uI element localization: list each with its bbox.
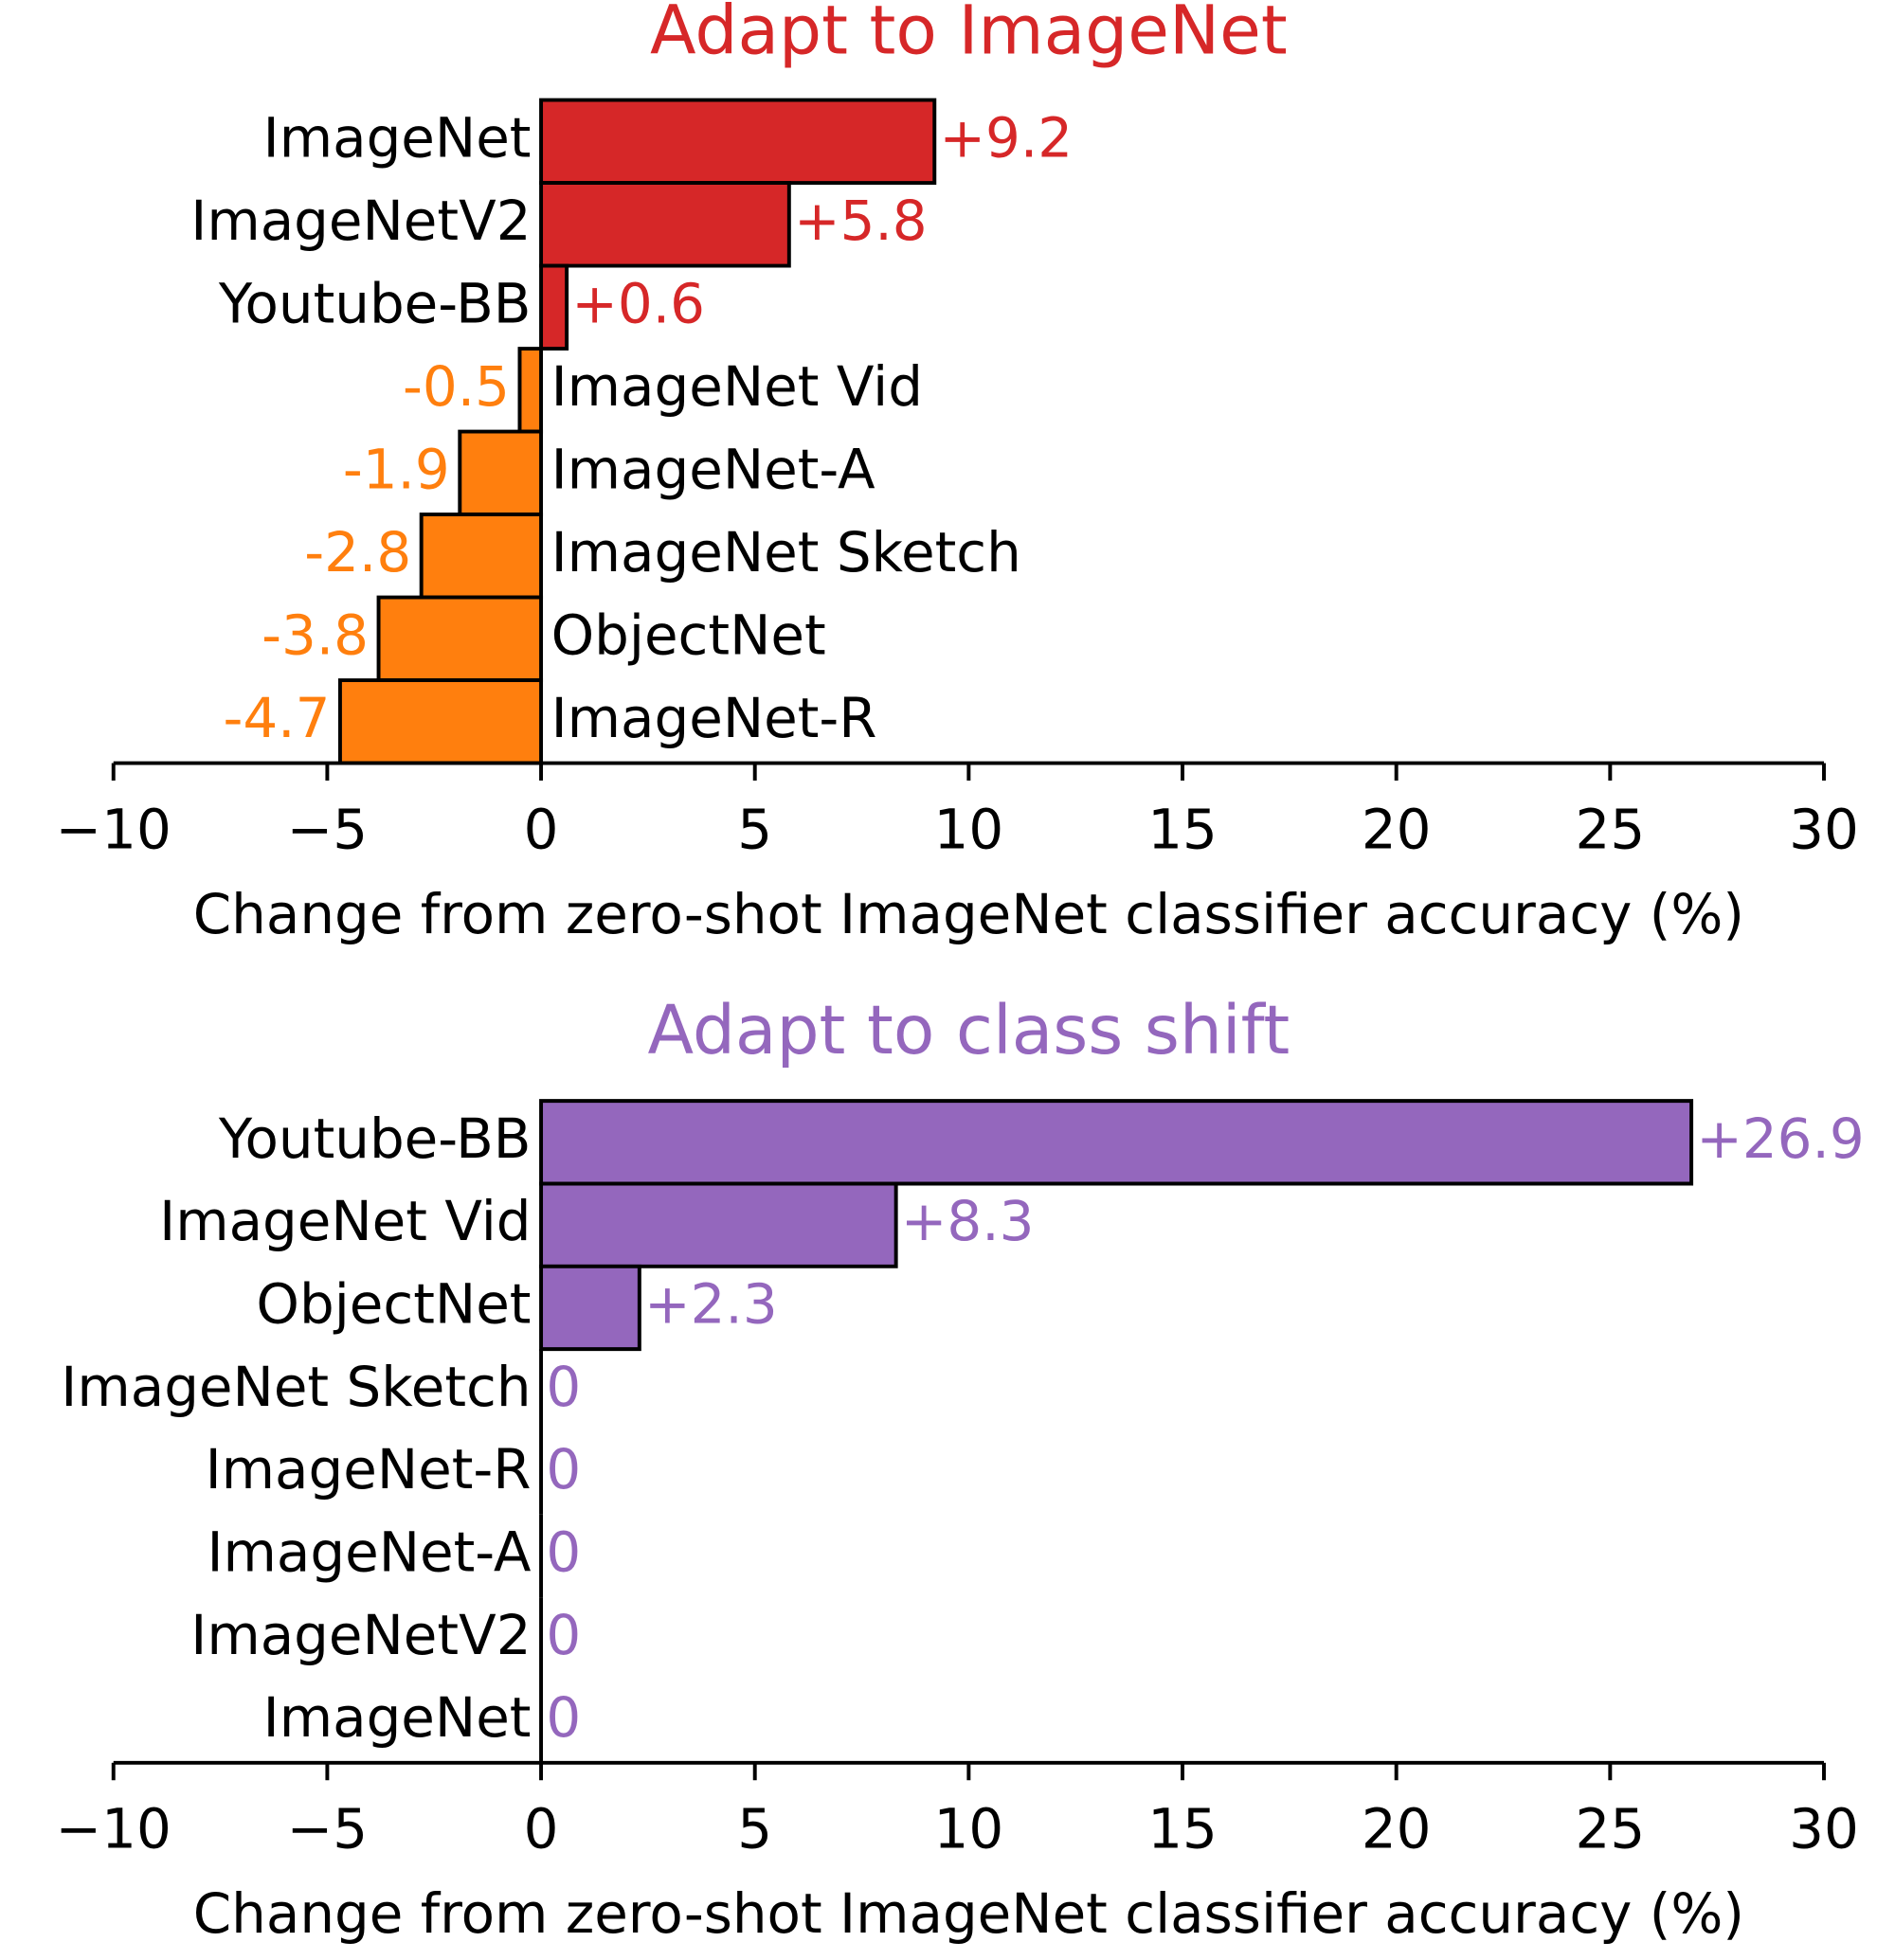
category-label: ImageNet-A (207, 1520, 531, 1585)
value-label: +9.2 (940, 105, 1074, 170)
x-axis-label: Change from zero-shot ImageNet classifie… (193, 1881, 1744, 1946)
category-label: ImageNet (263, 1685, 532, 1750)
x-axis-label: Change from zero-shot ImageNet classifie… (193, 882, 1744, 946)
x-tick-label: 5 (737, 797, 772, 861)
bar (539, 1099, 1694, 1186)
x-tick-label: 30 (1789, 797, 1859, 861)
value-label: 0 (546, 1437, 581, 1501)
x-tick-label: 10 (934, 1797, 1004, 1861)
x-tick-label: 5 (737, 1797, 772, 1861)
value-label: -4.7 (223, 686, 330, 750)
value-label: +0.6 (571, 271, 705, 335)
category-label: Youtube-BB (218, 271, 532, 335)
x-tick-label: 30 (1789, 1797, 1859, 1861)
category-label: ObjectNet (551, 602, 826, 667)
bar (419, 512, 544, 600)
value-label: -2.8 (304, 520, 411, 584)
x-tick-label: 15 (1147, 1797, 1218, 1861)
category-label: ImageNet Sketch (551, 520, 1021, 584)
x-tick-label: 20 (1362, 797, 1432, 861)
value-label: +8.3 (901, 1189, 1035, 1253)
bar (458, 429, 544, 517)
category-label: ImageNet (263, 105, 532, 170)
value-label: -1.9 (343, 437, 450, 501)
x-tick-label: −10 (56, 1797, 171, 1861)
x-tick-label: 25 (1576, 1797, 1646, 1861)
value-label: +5.8 (794, 189, 928, 253)
value-label: -3.8 (262, 602, 369, 667)
x-tick-label: 15 (1147, 797, 1218, 861)
x-tick-label: 25 (1576, 797, 1646, 861)
category-label: ImageNetV2 (190, 189, 531, 253)
x-tick-label: −5 (287, 797, 368, 861)
category-label: Youtube-BB (218, 1106, 532, 1171)
bar (539, 1264, 641, 1352)
value-label: 0 (546, 1685, 581, 1750)
chart-title: Adapt to class shift (647, 991, 1290, 1070)
value-label: 0 (546, 1520, 581, 1585)
bar (539, 263, 569, 351)
bar (539, 181, 791, 268)
category-label: ImageNet-R (551, 686, 877, 750)
category-label: ImageNet Sketch (61, 1355, 531, 1419)
value-label: 0 (546, 1355, 581, 1419)
value-label: +26.9 (1696, 1106, 1864, 1171)
category-label: ImageNet-A (551, 437, 875, 501)
x-tick-label: 0 (524, 797, 559, 861)
value-label: +2.3 (644, 1272, 778, 1337)
bar (337, 678, 544, 765)
category-label: ImageNet Vid (159, 1189, 531, 1253)
bar (539, 98, 937, 186)
chart-title: Adapt to ImageNet (650, 0, 1288, 70)
x-tick-label: −10 (56, 797, 171, 861)
x-tick-label: 0 (524, 1797, 559, 1861)
bar (376, 595, 544, 683)
value-label: 0 (546, 1603, 581, 1667)
x-tick-label: −5 (287, 1797, 368, 1861)
x-tick-label: 10 (934, 797, 1004, 861)
category-label: ImageNet-R (206, 1437, 532, 1501)
bar (517, 347, 544, 434)
x-tick-label: 20 (1362, 1797, 1432, 1861)
category-label: ObjectNet (256, 1272, 531, 1337)
category-label: ImageNetV2 (190, 1603, 531, 1667)
value-label: -0.5 (403, 354, 510, 419)
bar (539, 1181, 898, 1268)
category-label: ImageNet Vid (551, 354, 923, 419)
